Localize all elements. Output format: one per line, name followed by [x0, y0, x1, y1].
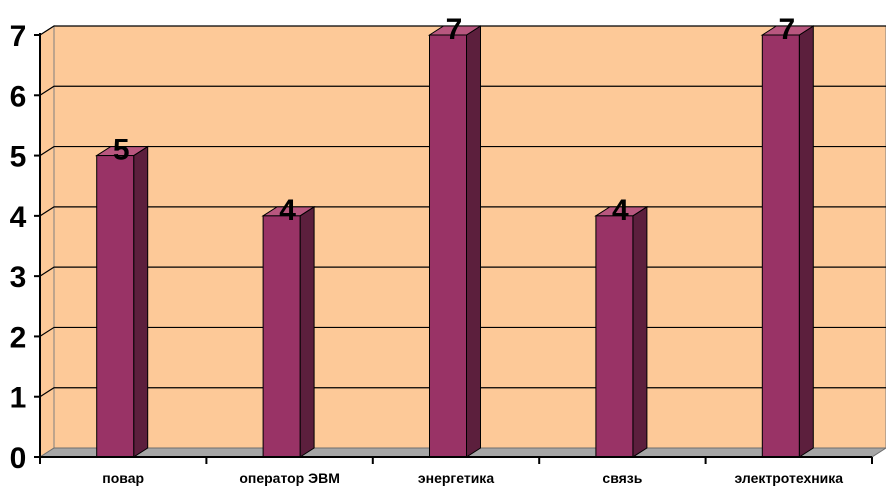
data-label: 4: [612, 194, 629, 227]
gridline: [39, 85, 886, 96]
gridline: [39, 145, 886, 157]
data-labels: 5 4 7 4 7: [113, 13, 795, 227]
bar: [261, 205, 316, 458]
x-tick-label: электротехника: [734, 470, 843, 486]
y-tick-label: 6: [10, 80, 27, 113]
y-tick-label: 4: [10, 201, 27, 234]
bar-side: [798, 25, 814, 458]
bar-side: [632, 205, 648, 458]
data-label: 7: [446, 13, 463, 46]
data-label: 4: [279, 194, 296, 227]
x-tick-label: повар: [102, 470, 144, 486]
gridline: [39, 206, 886, 217]
gridline: [39, 25, 886, 36]
bar: [427, 25, 483, 458]
x-tick-label: энергетика: [418, 470, 494, 486]
bar-front: [761, 34, 800, 458]
data-label: 7: [778, 13, 795, 46]
y-tick-label: 5: [10, 141, 27, 174]
bar-side: [299, 205, 315, 458]
bar: [94, 145, 150, 458]
y-tick-label: 0: [10, 442, 27, 475]
y-tick-label: 2: [10, 321, 27, 354]
bar: [594, 205, 649, 458]
bar-side: [466, 25, 481, 458]
bar-side: [133, 145, 149, 458]
x-tick-label: оператор ЭВМ: [239, 470, 340, 486]
y-tick-label: 3: [10, 261, 27, 294]
bar-front: [96, 155, 135, 458]
bar-front: [595, 215, 634, 458]
bar-front: [262, 215, 301, 458]
data-label: 5: [113, 134, 130, 167]
y-tick-label: 1: [10, 382, 27, 415]
x-tick-labels: повар оператор ЭВМ энергетика связь электрот…: [102, 470, 843, 486]
y-tick-labels: 0 1 2 3 4 5 6 7: [10, 20, 27, 475]
y-tick-label: 7: [10, 20, 27, 53]
axes: [34, 33, 873, 464]
x-tick-label: связь: [602, 470, 642, 486]
bar: [760, 25, 816, 458]
bars: [94, 25, 816, 458]
bar-front: [429, 34, 467, 458]
